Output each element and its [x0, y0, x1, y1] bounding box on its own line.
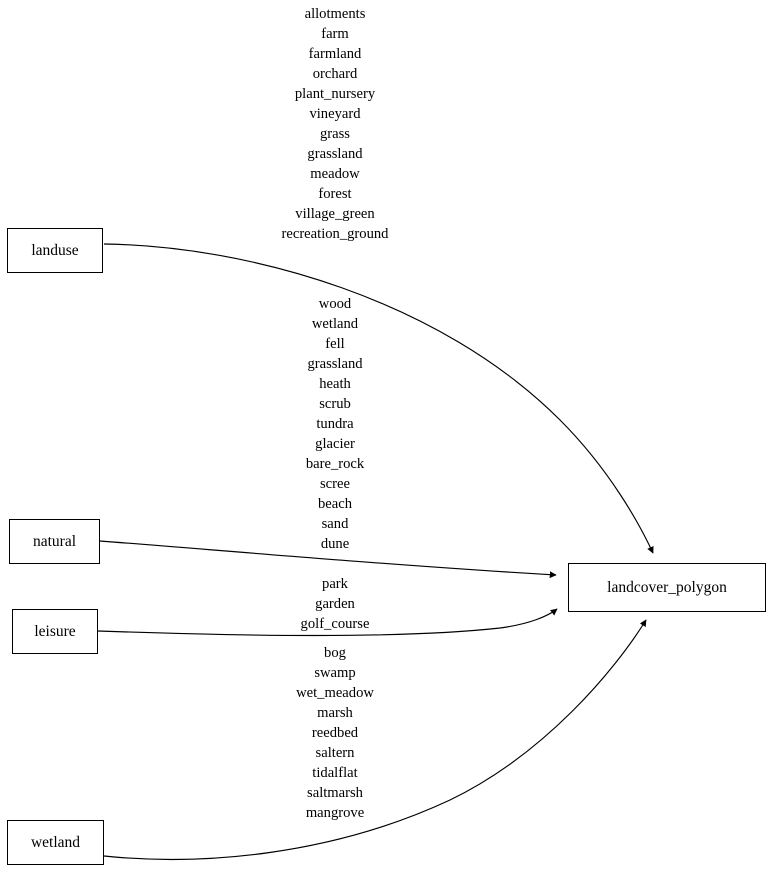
- edge-label-value: fell: [325, 336, 345, 352]
- edge-label-value: farm: [321, 26, 349, 42]
- edge-label-value: saltern: [315, 745, 355, 761]
- node-natural[interactable]: natural: [9, 519, 100, 564]
- edge-label-value: mangrove: [305, 805, 365, 821]
- edge-label-value: forest: [318, 186, 352, 202]
- edge-label-value: tundra: [316, 416, 354, 432]
- edge-label-value: sand: [321, 516, 349, 532]
- node-leisure-label: leisure: [34, 622, 76, 640]
- edge-label-value: recreation_ground: [281, 226, 389, 242]
- edge-label-value: golf_course: [300, 616, 370, 632]
- edge-label-value: garden: [315, 596, 355, 612]
- edge-label-value: tidalflat: [312, 765, 358, 781]
- edge-label-value: plant_nursery: [294, 86, 376, 102]
- edge-label-value: wood: [318, 296, 352, 312]
- edge-label-value: beach: [317, 496, 353, 512]
- edge-label-value: scrub: [319, 396, 351, 412]
- edge-label-value: marsh: [317, 705, 353, 721]
- node-leisure[interactable]: leisure: [12, 609, 98, 654]
- node-landuse-label: landuse: [31, 241, 79, 259]
- node-natural-label: natural: [32, 532, 77, 550]
- edge-label-value: meadow: [310, 166, 360, 182]
- edge-label-value: dune: [320, 536, 350, 552]
- edge-label-value: farmland: [308, 46, 362, 62]
- edge-label-value: allotments: [304, 6, 366, 22]
- edge-label-landuse: allotments farm farmland orchard plant_nurse…: [282, 4, 389, 244]
- edge-landuse-to-landcover_polygon: [103, 243, 654, 554]
- node-wetland[interactable]: wetland: [7, 820, 104, 865]
- node-landuse[interactable]: landuse: [7, 228, 103, 273]
- edge-label-leisure: park garden golf_course: [301, 574, 370, 634]
- edge-label-value: reedbed: [311, 725, 359, 741]
- edge-wetland-to-landcover_polygon: [103, 619, 647, 860]
- edge-label-natural: wood wetland fell grassland heath scrub tundra…: [306, 294, 364, 554]
- edge-label-value: scree: [320, 476, 350, 492]
- edge-label-value: bare_rock: [305, 456, 365, 472]
- edge-label-value: orchard: [312, 66, 358, 82]
- edge-label-value: glacier: [315, 436, 355, 452]
- edge-label-value: wet_meadow: [296, 685, 374, 701]
- node-wetland-label: wetland: [30, 833, 81, 851]
- node-landcover-polygon-label: landcover_polygon: [607, 578, 727, 596]
- edge-label-value: grass: [319, 126, 350, 142]
- edge-label-value: heath: [319, 376, 351, 392]
- edge-label-value: vineyard: [309, 106, 361, 122]
- edge-label-value: grassland: [307, 356, 363, 372]
- edge-label-value: wetland: [311, 316, 359, 332]
- edge-label-value: grassland: [307, 146, 363, 162]
- edge-label-value: bog: [324, 645, 346, 661]
- edge-label-value: park: [322, 576, 348, 592]
- edge-label-value: swamp: [314, 665, 356, 681]
- edge-label-value: saltmarsh: [307, 785, 363, 801]
- edge-label-value: village_green: [295, 206, 375, 222]
- node-landcover-polygon[interactable]: landcover_polygon: [568, 563, 766, 612]
